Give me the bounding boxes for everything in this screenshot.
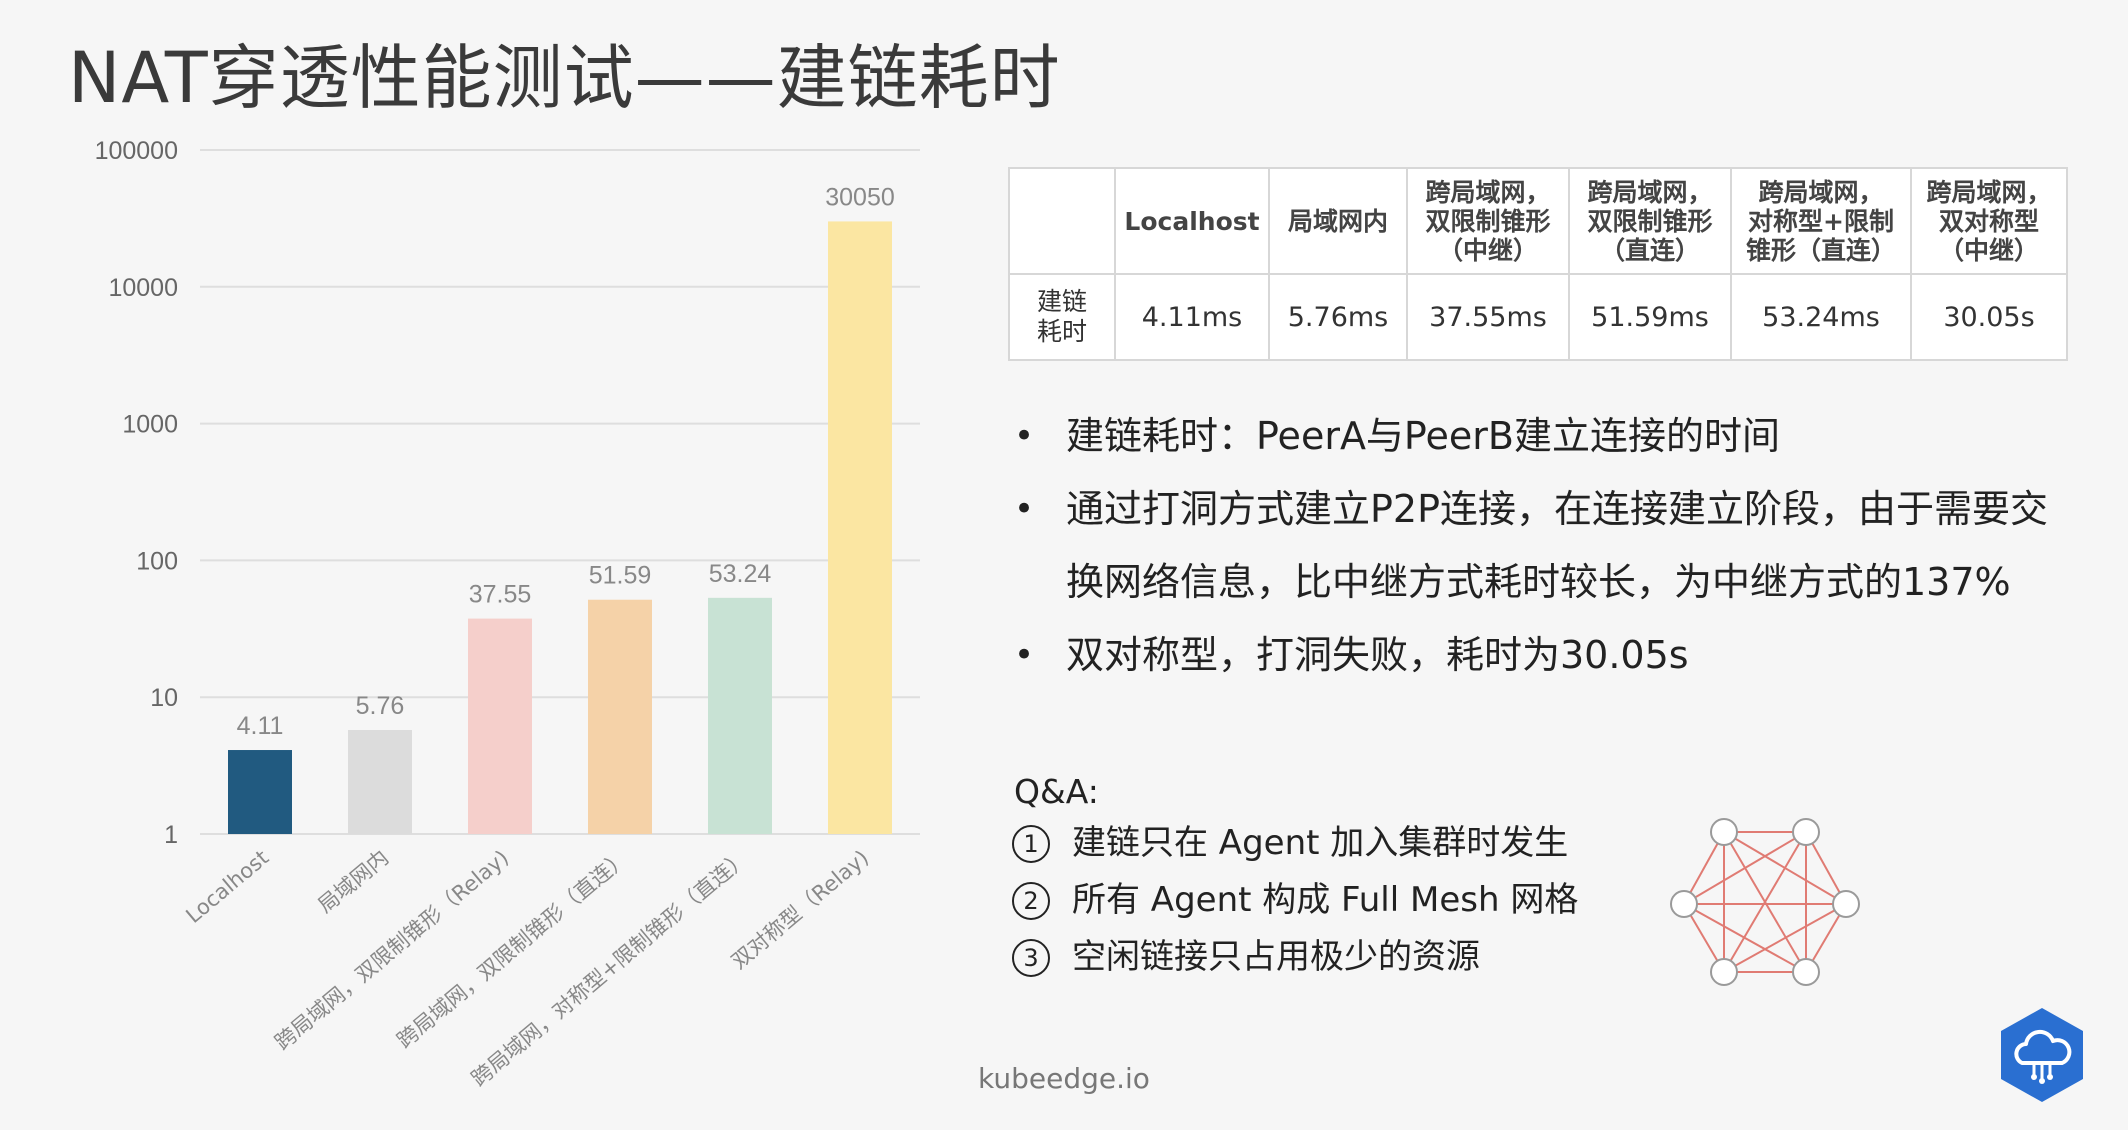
table-header-cell: 跨局域网， 双限制锥形 （中继） (1407, 168, 1569, 274)
x-tick-label: 跨局域网，双限制锥形（Relay) (270, 845, 513, 1054)
qa-number-badge: 3 (1012, 939, 1050, 977)
footer-url: kubeedge.io (0, 1062, 2128, 1095)
bar (588, 600, 652, 834)
table-row-label: 建链 耗时 (1009, 274, 1115, 360)
bullet-dot: • (1014, 473, 1034, 546)
mesh-link (1724, 904, 1846, 972)
qa-text: 建链只在 Agent 加入集群时发生 (1072, 815, 1568, 872)
mesh-node (1793, 819, 1819, 845)
y-tick-label: 1 (164, 821, 178, 849)
qa-title: Q&A: (1014, 772, 1099, 811)
data-label: 4.11 (237, 712, 284, 740)
y-tick-label: 1000 (122, 411, 178, 439)
data-label: 53.24 (709, 560, 772, 588)
qa-number-badge: 2 (1012, 882, 1050, 920)
y-tick-label: 10000 (108, 274, 178, 302)
x-tick-label: Localhost (181, 845, 273, 928)
mesh-node (1793, 959, 1819, 985)
table-cell: 30.05s (1911, 274, 2067, 360)
y-tick-label: 100 (136, 547, 178, 575)
bar (348, 730, 412, 834)
table-header-cell: 跨局域网， 双对称型 （中继） (1911, 168, 2067, 274)
qa-text: 空闲链接只占用极少的资源 (1072, 929, 1480, 986)
bullet-list: • 建链耗时：PeerA与PeerB建立连接的时间 • 通过打洞方式建立P2P连… (1010, 400, 2070, 692)
bar (708, 598, 772, 834)
qa-item: 1 建链只在 Agent 加入集群时发生 (1012, 815, 1578, 872)
y-tick-label: 10 (150, 684, 178, 712)
y-tick-label: 100000 (95, 137, 178, 165)
data-label: 30050 (825, 183, 895, 211)
bullet-text: 建链耗时：PeerA与PeerB建立连接的时间 (1066, 414, 1780, 458)
qa-item: 2 所有 Agent 构成 Full Mesh 网格 (1012, 872, 1578, 929)
bar (828, 221, 892, 834)
table-cell: 5.76ms (1269, 274, 1407, 360)
x-tick-label: 局域网内 (313, 845, 393, 917)
data-label: 37.55 (469, 581, 532, 609)
table-header-cell: Localhost (1115, 168, 1269, 274)
mesh-link (1684, 832, 1806, 904)
bar (228, 750, 292, 834)
table-header-text: 跨局域网， 双对称型 （中继） (1926, 178, 2051, 265)
table-header-cell: 跨局域网， 对称型+限制 锥形（直连） (1731, 168, 1911, 274)
bullet-item: • 双对称型，打洞失败，耗时为30.05s (1010, 619, 2070, 692)
bullet-item: • 通过打洞方式建立P2P连接，在连接建立阶段，由于需要交换网络信息，比中继方式… (1010, 473, 2070, 619)
table-cell: 4.11ms (1115, 274, 1269, 360)
x-tick-label: 跨局域网，双限制锥形（直连） (393, 845, 634, 1052)
data-label: 51.59 (589, 562, 652, 590)
table-cell: 53.24ms (1731, 274, 1911, 360)
qa-item: 3 空闲链接只占用极少的资源 (1012, 929, 1578, 986)
bullet-item: • 建链耗时：PeerA与PeerB建立连接的时间 (1010, 400, 2070, 473)
qa-text: 所有 Agent 构成 Full Mesh 网格 (1072, 872, 1578, 929)
table-header-text: 跨局域网， 双限制锥形 （直连） (1587, 178, 1712, 265)
latency-table: Localhost 局域网内 跨局域网， 双限制锥形 （中继） 跨局域网， 双限制锥形… (1008, 167, 2068, 361)
mesh-node (1711, 819, 1737, 845)
mesh-link (1684, 904, 1806, 972)
table-header-text: 跨局域网， 双限制锥形 （中继） (1425, 178, 1550, 265)
table-row-label-text: 建链 耗时 (1037, 287, 1087, 346)
table-header-text: 跨局域网， 对称型+限制 锥形（直连） (1746, 178, 1896, 265)
table-header-cell: 跨局域网， 双限制锥形 （直连） (1569, 168, 1731, 274)
mesh-node (1711, 959, 1737, 985)
bullet-text: 双对称型，打洞失败，耗时为30.05s (1066, 633, 1689, 677)
full-mesh-network-icon (1660, 812, 1880, 992)
table-cell: 51.59ms (1569, 274, 1731, 360)
bullet-dot: • (1014, 619, 1034, 692)
data-label: 5.76 (356, 692, 405, 720)
mesh-node (1833, 891, 1859, 917)
bullet-dot: • (1014, 400, 1034, 473)
bullet-text: 通过打洞方式建立P2P连接，在连接建立阶段，由于需要交换网络信息，比中继方式耗时… (1066, 487, 2048, 604)
table-header-cell (1009, 168, 1115, 274)
bar-chart: 1 10 100 1000 10000 100000 4.11 Localhost 5.76 局域… (0, 0, 940, 1120)
qa-number-badge: 1 (1012, 825, 1050, 863)
table-row: 建链 耗时 4.11ms 5.76ms 37.55ms 51.59ms 53.24… (1009, 274, 2067, 360)
table-header-cell: 局域网内 (1269, 168, 1407, 274)
qa-list: 1 建链只在 Agent 加入集群时发生 2 所有 Agent 构成 Full … (1012, 815, 1578, 986)
bar (468, 619, 532, 834)
table-cell: 37.55ms (1407, 274, 1569, 360)
mesh-node (1671, 891, 1697, 917)
table-header-row: Localhost 局域网内 跨局域网， 双限制锥形 （中继） 跨局域网， 双限制锥形… (1009, 168, 2067, 274)
